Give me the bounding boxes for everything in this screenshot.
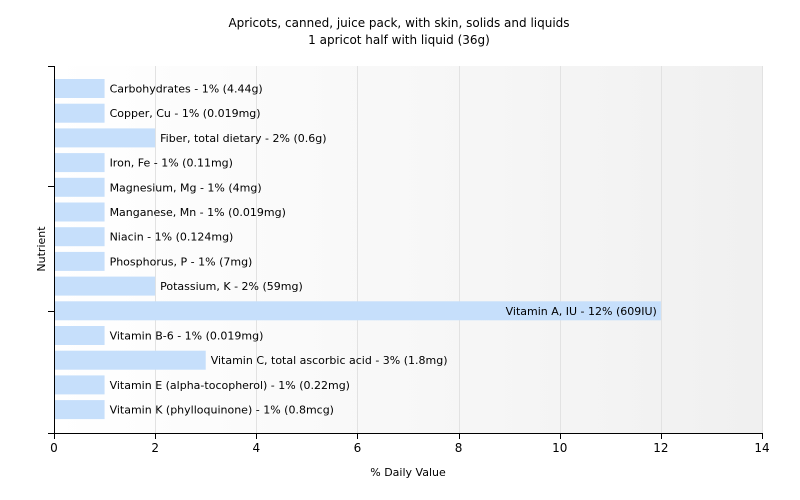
bar-label: Vitamin C, total ascorbic acid - 3% (1.8…: [211, 354, 448, 367]
x-tick-label: 8: [455, 441, 463, 455]
chart-title: Apricots, canned, juice pack, with skin,…: [228, 16, 569, 30]
chart-subtitle: 1 apricot half with liquid (36g): [308, 33, 490, 47]
plot-area: [54, 66, 762, 433]
bar: [55, 400, 105, 420]
x-tick-label: 4: [252, 441, 260, 455]
bar: [55, 350, 206, 370]
x-tick-label: 12: [653, 441, 668, 455]
bar-label: Vitamin A, IU - 12% (609IU): [506, 305, 657, 318]
x-tick-label: 10: [552, 441, 567, 455]
bar-label: Copper, Cu - 1% (0.019mg): [110, 107, 261, 120]
bar-label: Phosphorus, P - 1% (7mg): [110, 255, 253, 268]
bar: [55, 227, 105, 247]
bar: [55, 375, 105, 395]
bar-label: Carbohydrates - 1% (4.44g): [110, 83, 263, 96]
bar: [55, 202, 105, 222]
bar: [55, 177, 105, 197]
x-tick-label: 2: [151, 441, 159, 455]
x-axis-label: % Daily Value: [370, 466, 446, 479]
bar: [55, 128, 156, 148]
bar: [55, 301, 661, 321]
bar-label: Potassium, K - 2% (59mg): [160, 280, 303, 293]
y-axis-label: Nutrient: [35, 226, 48, 272]
gridlines: [155, 66, 763, 433]
bar-label: Magnesium, Mg - 1% (4mg): [110, 181, 262, 194]
bar: [55, 79, 105, 98]
bars: Carbohydrates - 1% (4.44g) Copper, Cu - 1…: [55, 79, 661, 420]
bar: [55, 153, 105, 173]
x-tick-label: 14: [754, 441, 769, 455]
bar-label: Iron, Fe - 1% (0.11mg): [110, 157, 233, 170]
bar-label: Vitamin K (phylloquinone) - 1% (0.8mcg): [110, 404, 334, 417]
bar-label: Manganese, Mn - 1% (0.019mg): [110, 206, 286, 219]
bar: [55, 103, 105, 123]
bar: [55, 326, 105, 345]
x-tick-label: 0: [50, 441, 58, 455]
bar-label: Vitamin B-6 - 1% (0.019mg): [110, 330, 264, 343]
bar-label: Vitamin E (alpha-tocopherol) - 1% (0.22m…: [110, 379, 350, 392]
bar-label: Fiber, total dietary - 2% (0.6g): [160, 132, 326, 145]
bar: [55, 276, 156, 296]
bar-label: Niacin - 1% (0.124mg): [110, 231, 234, 244]
x-tick-label: 6: [354, 441, 362, 455]
axes: 0 2 4 6 8 10 12 14: [48, 66, 770, 455]
bar: [55, 251, 105, 271]
text-labels: Apricots, canned, juice pack, with skin,…: [35, 16, 570, 479]
